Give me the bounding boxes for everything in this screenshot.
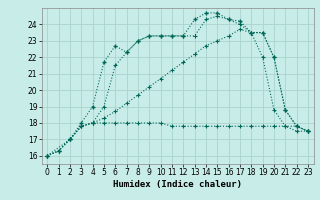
X-axis label: Humidex (Indice chaleur): Humidex (Indice chaleur) — [113, 180, 242, 189]
